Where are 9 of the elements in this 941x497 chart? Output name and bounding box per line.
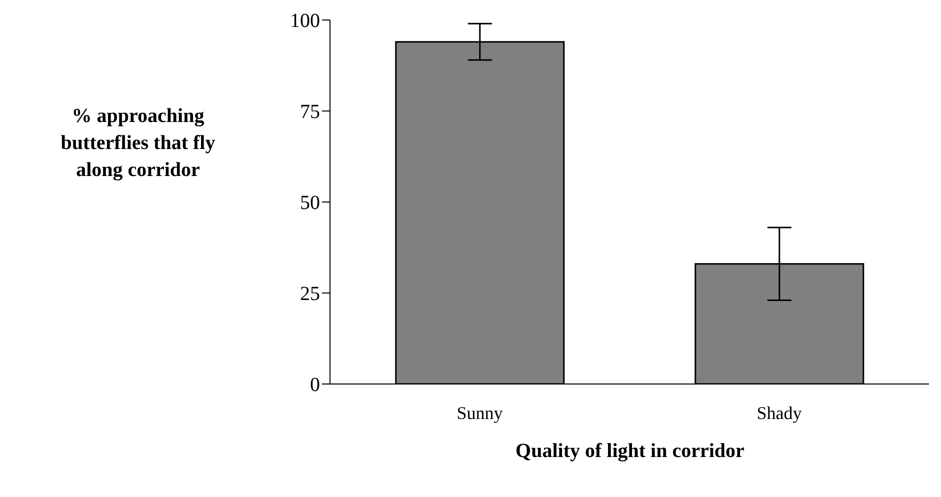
y-tick-label: 100: [290, 10, 320, 32]
y-tick-label: 75: [300, 101, 320, 124]
x-tick-label: Shady: [756, 402, 802, 423]
y-tick-label: 50: [300, 192, 320, 214]
x-axis-title: Quality of light in corridor: [514, 440, 746, 463]
x-tick-label: Sunny: [456, 402, 503, 423]
y-axis-title: % approaching butterflies that fly along corridor: [60, 104, 216, 183]
y-tick-label: 25: [300, 283, 320, 306]
y-tick-label: 0: [310, 374, 320, 396]
